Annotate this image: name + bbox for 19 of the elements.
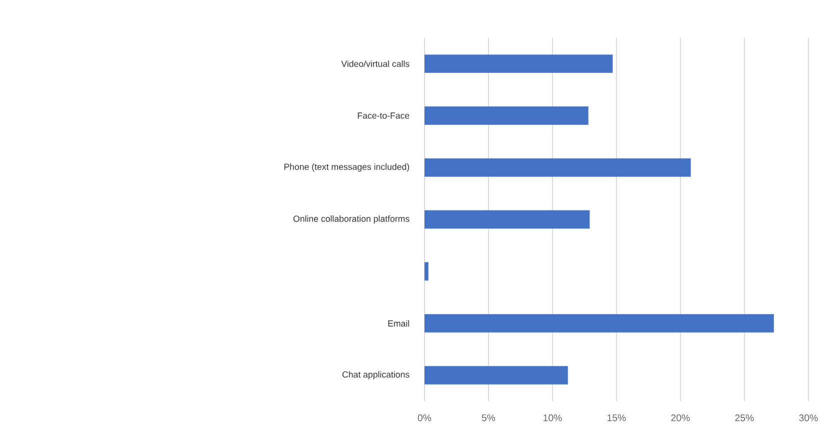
x-tick-label: 0%: [418, 414, 432, 422]
bar: [424, 210, 590, 229]
bar: [424, 54, 613, 74]
x-tick-label: 5%: [482, 414, 496, 422]
bar: [424, 106, 588, 126]
x-tick-label: 30%: [799, 414, 818, 422]
y-tick-label: Email: [388, 320, 410, 327]
y-tick-label: Video/virtual calls: [341, 60, 410, 68]
x-tick-label: 10%: [544, 414, 562, 422]
y-tick-label: Chat applications: [342, 371, 410, 380]
x-tick-label: 20%: [671, 414, 690, 422]
y-tick-label: Online collaboration platforms: [293, 216, 410, 224]
y-tick-label: Phone (text messages included): [284, 164, 410, 172]
bar: [424, 314, 774, 333]
y-tick-label: Face-to-Face: [358, 112, 410, 119]
x-tick-label: 15%: [608, 414, 626, 422]
bar: [424, 366, 568, 385]
x-tick-label: 25%: [735, 414, 754, 422]
bar: [424, 158, 691, 177]
